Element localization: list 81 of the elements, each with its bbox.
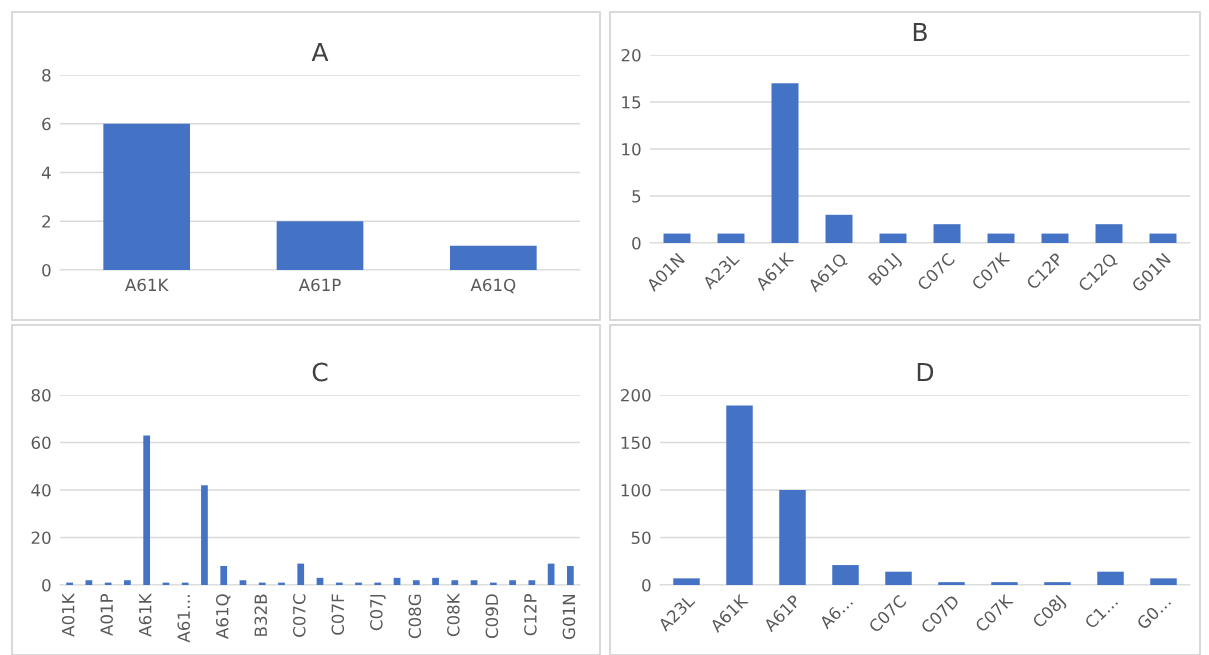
bar <box>1149 233 1177 243</box>
y-tick-label: 6 <box>42 117 51 131</box>
y-tick-label: 20 <box>31 531 51 545</box>
bar <box>779 490 806 585</box>
y-tick-label: 8 <box>42 68 51 82</box>
y-tick-label: 200 <box>621 388 651 402</box>
chart-title: B <box>913 22 927 42</box>
x-tick-label: A01P <box>100 593 113 636</box>
x-tick-label: C08K <box>447 592 460 637</box>
bar <box>885 571 912 585</box>
x-tick-label: A61P <box>298 278 341 292</box>
x-tick-label: G0… <box>1135 594 1172 631</box>
x-tick-label: A61Q <box>215 594 231 639</box>
bar <box>239 580 247 585</box>
y-tick-label: 5 <box>632 190 641 203</box>
bar <box>938 582 965 585</box>
bar <box>103 123 190 270</box>
x-tick-label: C07J <box>370 594 386 631</box>
y-tick-label: 100 <box>621 483 651 497</box>
bar <box>143 435 151 585</box>
bar <box>450 245 537 270</box>
x-tick-label: B32B <box>254 594 268 636</box>
y-tick-label: 15 <box>622 96 641 109</box>
y-tick-label: 10 <box>622 142 641 156</box>
bar <box>451 580 459 585</box>
y-tick-label: 2 <box>42 215 50 228</box>
bar <box>509 580 516 585</box>
y-tick-label: 4 <box>41 166 51 179</box>
bar <box>528 580 536 585</box>
x-tick-label: C07F <box>331 594 345 635</box>
bar <box>201 485 208 585</box>
x-tick-label: A61… <box>177 595 191 643</box>
bar <box>1150 578 1177 585</box>
x-tick-label: A61Q <box>470 278 516 294</box>
x-tick-label: A01K <box>61 592 75 637</box>
bar <box>717 233 745 243</box>
x-tick-label: C07C <box>292 594 306 637</box>
bar <box>1095 224 1123 243</box>
bar <box>85 580 93 585</box>
chart-title: C <box>312 362 328 382</box>
bar <box>832 565 859 585</box>
y-tick-label: 0 <box>42 578 51 592</box>
x-tick-label: A6… <box>818 594 854 630</box>
bar <box>1044 582 1071 585</box>
y-tick-label: 0 <box>42 263 51 277</box>
bar <box>726 405 753 585</box>
y-tick-label: 0 <box>632 236 641 250</box>
bar <box>991 582 1018 585</box>
bar <box>1097 571 1124 585</box>
bar <box>663 233 691 243</box>
bar <box>673 578 700 585</box>
bar <box>879 233 907 243</box>
y-tick-label: 0 <box>642 578 651 592</box>
x-tick-label: G01N <box>562 594 576 639</box>
bar <box>771 83 799 243</box>
y-tick-label: 60 <box>31 436 51 450</box>
y-tick-label: 80 <box>31 388 51 402</box>
chart-title: D <box>917 362 934 382</box>
y-tick-label: 150 <box>621 436 651 450</box>
chart-title: A <box>311 42 329 62</box>
bar <box>220 566 228 585</box>
x-tick-label: C12P <box>524 593 537 636</box>
bar <box>412 580 420 585</box>
y-tick-label: 50 <box>631 531 651 545</box>
y-tick-label: 40 <box>31 483 51 497</box>
x-tick-label: A61K <box>125 278 169 292</box>
bar <box>1041 233 1069 243</box>
y-tick-label: 20 <box>621 48 641 62</box>
bar <box>933 224 961 243</box>
bar <box>825 214 853 243</box>
x-tick-label: C1… <box>1083 594 1119 630</box>
bar <box>432 577 439 585</box>
x-tick-label: A61K <box>138 592 152 637</box>
bar <box>470 580 478 585</box>
bar <box>297 563 305 585</box>
bar <box>124 580 131 585</box>
bar <box>567 566 574 585</box>
bar <box>987 233 1015 243</box>
bar <box>276 221 364 270</box>
x-tick-label: C08G <box>408 594 422 639</box>
x-tick-label: C09D <box>485 594 499 639</box>
